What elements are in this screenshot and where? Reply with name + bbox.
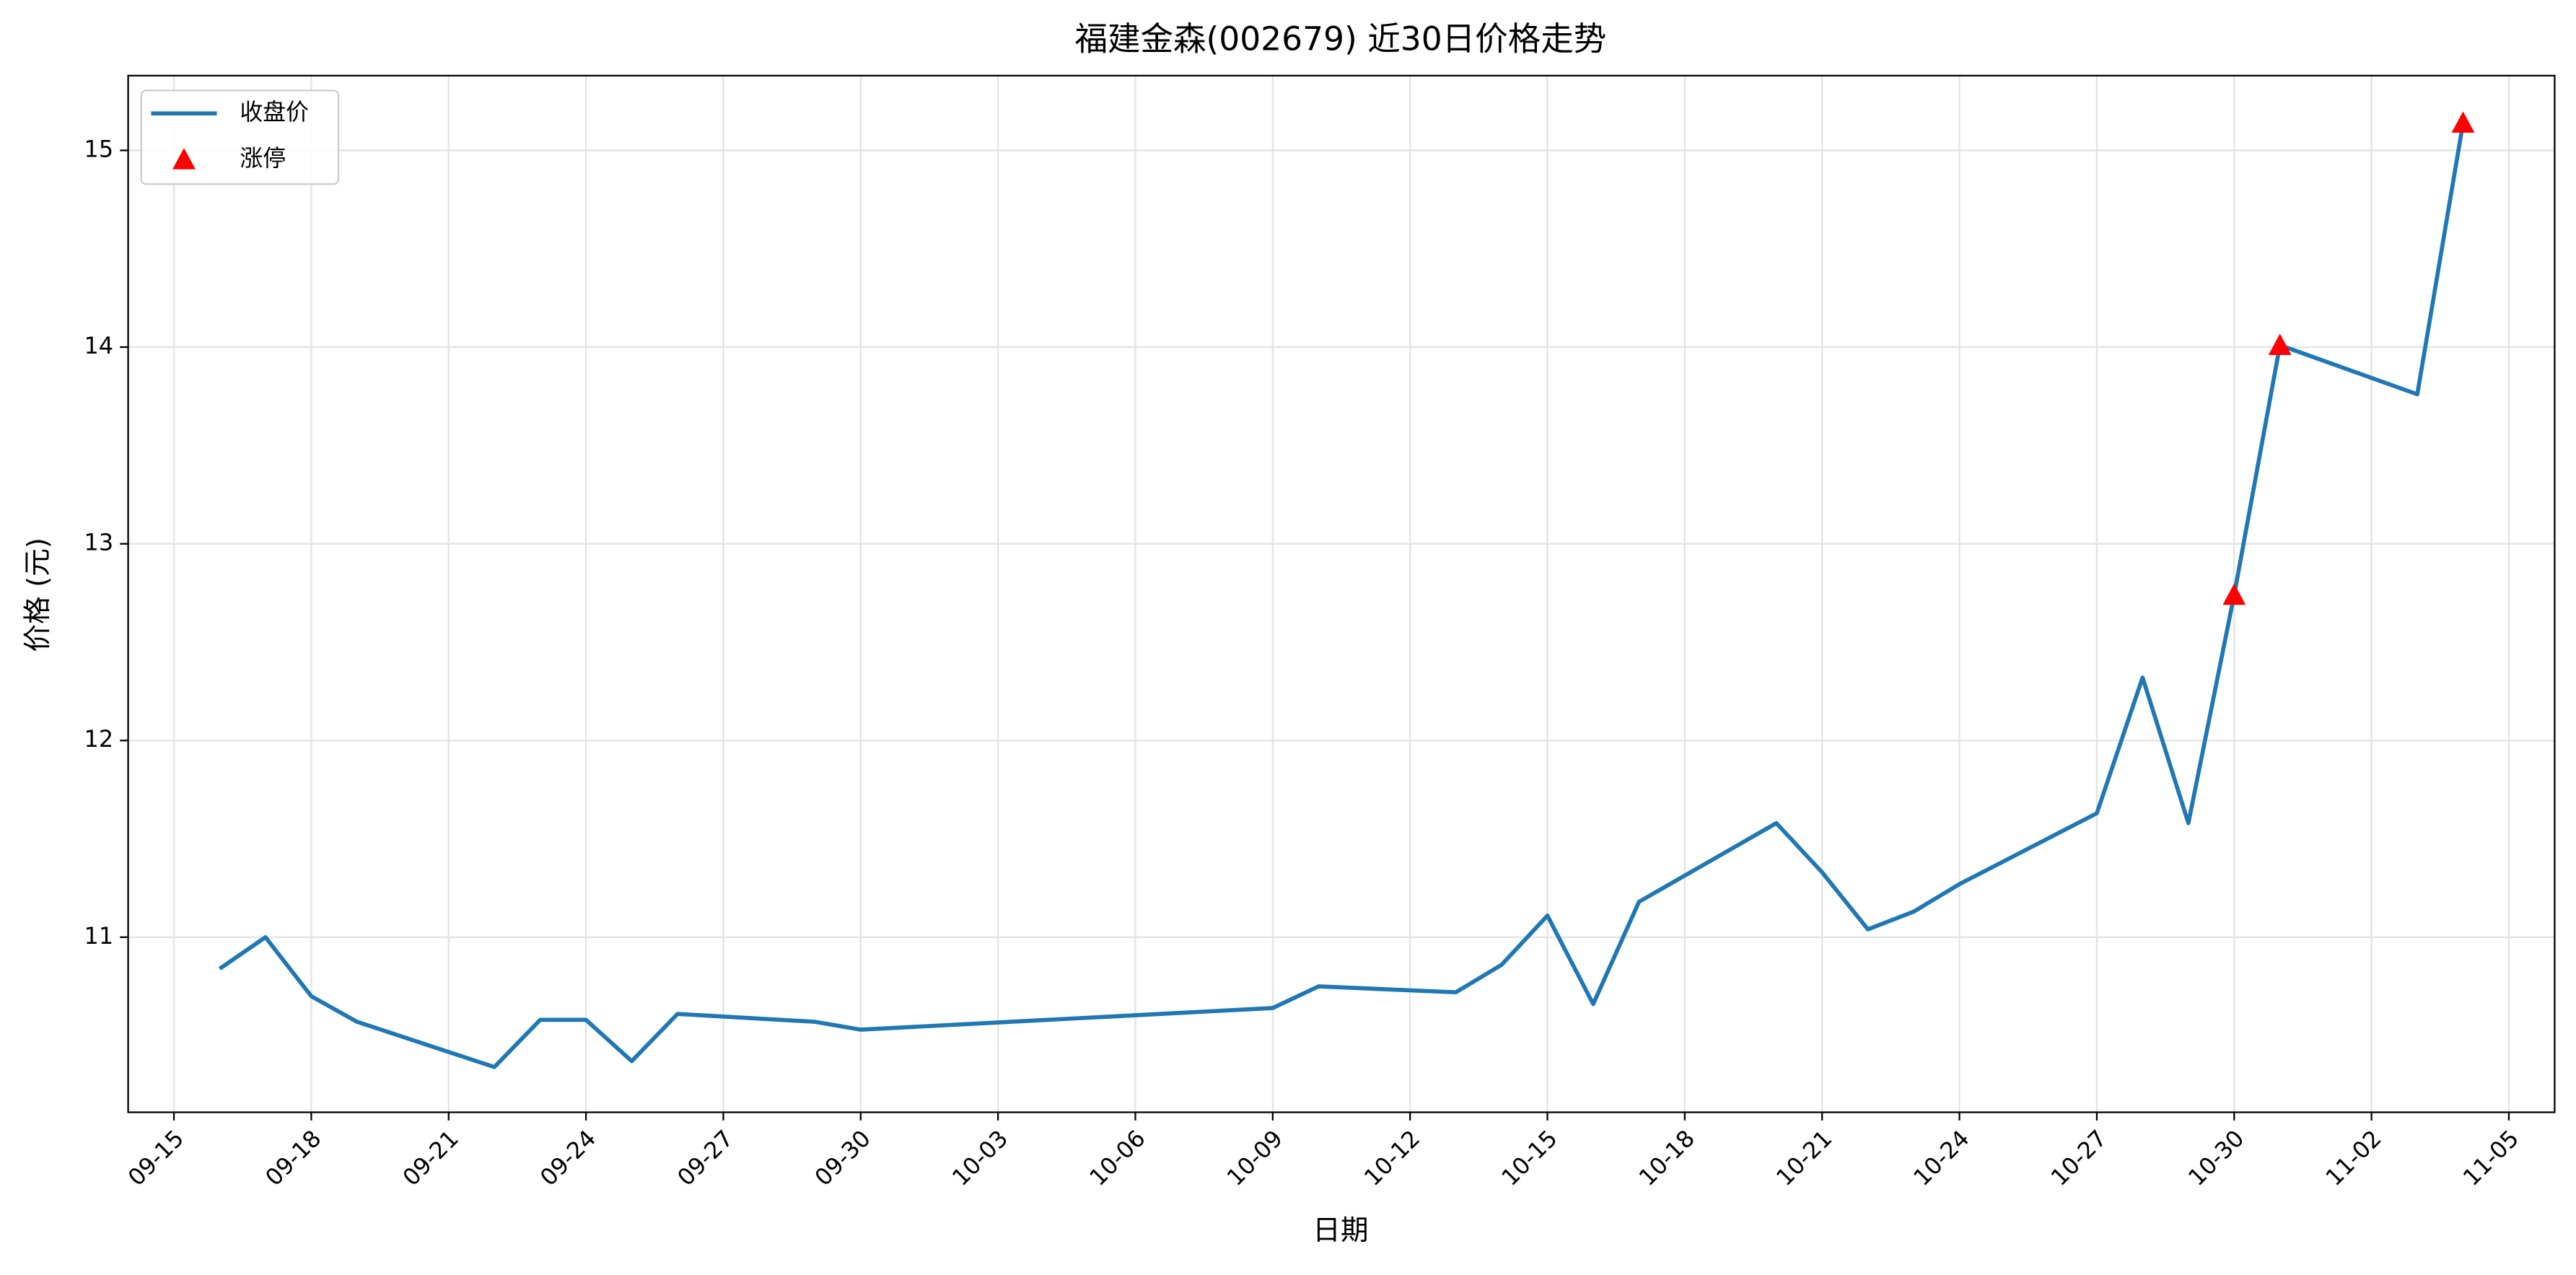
limit-up-marker — [2222, 583, 2246, 605]
y-axis-label: 价格 (元) — [22, 538, 54, 652]
legend-swatch — [172, 148, 196, 170]
y-tick-label: 13 — [84, 529, 114, 556]
y-tick-label: 11 — [84, 922, 114, 950]
plot-frame — [127, 74, 2556, 1113]
y-tick-label: 14 — [84, 332, 114, 359]
limit-up-marker — [2451, 111, 2475, 133]
limit-up-marker — [2268, 333, 2292, 355]
legend-label: 收盘价 — [240, 98, 309, 126]
chart-title: 福建金森(002679) 近30日价格走势 — [1074, 20, 1606, 58]
legend-label: 涨停 — [240, 144, 286, 172]
x-axis-label: 日期 — [1313, 1214, 1368, 1247]
y-tick-label: 15 — [84, 135, 114, 162]
price-line — [218, 122, 2466, 1069]
y-tick-label: 12 — [84, 725, 114, 753]
